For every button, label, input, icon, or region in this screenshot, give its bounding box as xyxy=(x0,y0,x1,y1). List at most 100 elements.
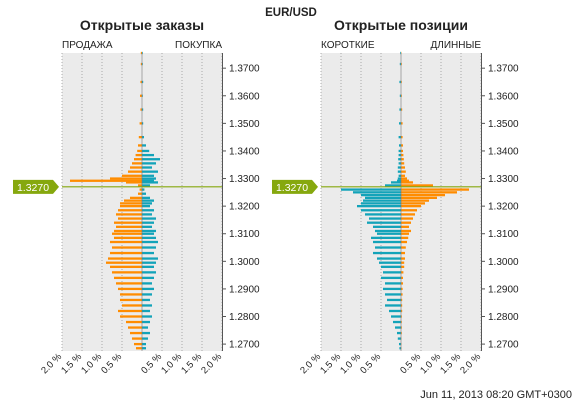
bar-left xyxy=(110,240,142,244)
bar-left xyxy=(373,225,401,228)
bar-left xyxy=(139,188,142,191)
bar-right xyxy=(142,342,146,346)
bar-right xyxy=(401,209,417,212)
bar-right xyxy=(142,236,156,240)
bar-left xyxy=(118,217,142,220)
bar-right xyxy=(142,309,150,313)
bar-left xyxy=(126,181,142,184)
bar-left xyxy=(385,304,401,307)
bar-left xyxy=(365,213,401,216)
bar-right xyxy=(401,188,469,191)
bar-right xyxy=(401,213,415,216)
bar-right xyxy=(401,94,402,97)
left-side-label: ПРОДАЖА xyxy=(62,40,113,51)
bar-left xyxy=(381,265,401,268)
bar-right xyxy=(401,122,403,125)
bar-left xyxy=(367,221,401,224)
bar-left xyxy=(134,158,142,161)
bar-right xyxy=(142,337,148,340)
y-tick-label: 1.3500 xyxy=(488,119,519,130)
bar-left xyxy=(112,271,142,274)
current-price-marker xyxy=(13,179,59,194)
x-tick-label: 1.5 % xyxy=(318,351,343,376)
bar-right xyxy=(401,309,403,313)
symbol-title: EUR/USD xyxy=(265,7,317,19)
bar-left xyxy=(341,188,401,191)
bar-left xyxy=(361,202,401,205)
bar-left xyxy=(399,80,401,84)
bar-right xyxy=(401,80,402,84)
y-tick-label: 1.3000 xyxy=(488,257,519,268)
bar-right xyxy=(142,209,154,212)
right-side-label: ДЛИННЫЕ xyxy=(431,40,482,51)
x-tick-label: 0.5 % xyxy=(398,351,423,376)
bar-left xyxy=(122,174,142,177)
bar-right xyxy=(142,287,154,291)
bar-left xyxy=(387,298,401,302)
bar-right xyxy=(142,174,154,177)
bar-left xyxy=(391,315,401,318)
x-tick-label: 1.5 % xyxy=(179,351,204,376)
bar-right xyxy=(142,199,154,202)
y-tick-label: 1.3100 xyxy=(229,229,260,240)
bar-left xyxy=(361,209,401,212)
x-tick-label: 1.0 % xyxy=(418,351,443,376)
y-tick-label: 1.3300 xyxy=(229,174,260,185)
bar-left xyxy=(136,347,142,350)
bar-right xyxy=(142,246,156,249)
bar-left xyxy=(120,202,142,205)
bar-left xyxy=(110,177,142,180)
bar-left xyxy=(140,62,142,66)
bar-left xyxy=(112,246,142,249)
bar-left xyxy=(398,158,401,161)
bar-right xyxy=(142,108,144,111)
bar-left xyxy=(112,232,142,235)
bar-left xyxy=(357,204,401,208)
bar-right xyxy=(142,149,150,153)
bar-left xyxy=(397,170,401,173)
bar-right xyxy=(401,196,437,200)
bar-right xyxy=(142,177,156,180)
bar-left xyxy=(397,337,401,340)
bar-right xyxy=(142,51,143,55)
bar-right xyxy=(401,331,402,335)
bar-left xyxy=(353,191,401,194)
bar-right xyxy=(142,347,146,350)
bar-right xyxy=(142,326,148,329)
bar-left xyxy=(130,166,142,169)
bar-left xyxy=(126,320,142,324)
bar-left xyxy=(140,108,142,111)
bar-left xyxy=(110,265,142,268)
bar-left xyxy=(398,149,401,153)
open-orders-chart: Открытые заказы ПРОДАЖА ПОКУПКА 1.3700 1.… xyxy=(13,17,260,376)
bar-left xyxy=(139,122,142,125)
bar-right xyxy=(401,162,405,165)
bar-right xyxy=(401,236,409,240)
bar-left xyxy=(391,181,401,184)
bar-left xyxy=(128,326,142,329)
bar-right xyxy=(142,80,144,84)
bar-right xyxy=(142,181,158,184)
y-tick-label: 1.3100 xyxy=(488,229,519,240)
y-tick-label: 1.3000 xyxy=(229,257,260,268)
bar-left xyxy=(114,221,142,224)
bar-right xyxy=(401,191,457,194)
bar-right xyxy=(142,153,154,157)
bar-right xyxy=(401,265,405,268)
bar-left xyxy=(375,229,401,233)
chart-title: Открытые позиции xyxy=(334,17,468,33)
bar-right xyxy=(142,94,143,97)
y-tick-label: 1.3600 xyxy=(229,91,260,102)
bar-left xyxy=(110,251,142,255)
bar-right xyxy=(401,320,402,324)
bar-left xyxy=(377,232,401,235)
bar-right xyxy=(401,136,403,139)
bar-left xyxy=(138,144,142,147)
bar-left xyxy=(385,282,401,285)
bar-left xyxy=(138,136,142,139)
bar-left xyxy=(397,166,401,169)
y-tick-label: 1.2800 xyxy=(488,312,519,323)
bar-left xyxy=(397,177,401,180)
bar-right xyxy=(142,265,154,268)
bar-right xyxy=(142,331,150,335)
